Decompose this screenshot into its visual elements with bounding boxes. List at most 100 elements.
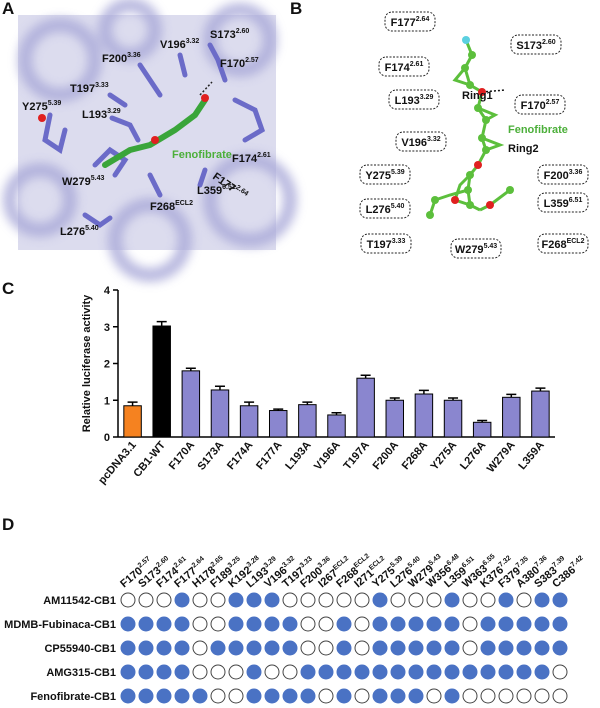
contact-dot <box>408 592 424 608</box>
contact-dot <box>336 616 352 632</box>
contact-dot <box>552 640 568 656</box>
contact-dot <box>174 688 190 704</box>
panel-b-labels: F1772.64 S1732.60 F1742.61 L1933.29 F1702.57… <box>359 11 589 259</box>
error-bar <box>185 367 196 371</box>
x-tick-label: F174A <box>225 439 255 472</box>
x-tick-label: L193A <box>283 439 313 472</box>
residue-label: T1973.33 <box>367 238 406 251</box>
contact-dot <box>228 664 244 680</box>
contact-dot <box>192 592 208 608</box>
contact-dot <box>426 592 442 608</box>
bar <box>239 405 259 438</box>
contact-dot <box>390 592 406 608</box>
x-tick-label: S173A <box>195 439 226 473</box>
residue-position: 7.42 <box>570 555 585 569</box>
residue-name: L276 <box>60 226 85 238</box>
contact-dot <box>354 664 370 680</box>
contact-dot <box>498 592 514 608</box>
residue-box <box>359 198 411 219</box>
contact-dot <box>372 688 388 704</box>
contact-dot <box>174 616 190 632</box>
residue-position: 5.40 <box>391 203 405 210</box>
y-tick-label: 1 <box>104 395 110 407</box>
residue-position: 5.39 <box>391 169 405 176</box>
contact-dot <box>156 592 172 608</box>
residue-label: F1742.61 <box>232 152 271 165</box>
contact-dot <box>426 688 442 704</box>
residue-position: 6.48 <box>446 553 461 567</box>
contact-dot <box>282 664 298 680</box>
contact-dot <box>480 616 496 632</box>
contact-dot <box>192 616 208 632</box>
residue-position: 2.64 <box>191 555 206 569</box>
residue-position: 3.29 <box>263 555 278 569</box>
contact-dot <box>498 640 514 656</box>
error-bar <box>302 401 313 405</box>
ring-label: Ring1 <box>462 90 493 102</box>
contact-dot <box>300 616 316 632</box>
residue-position: 3.29 <box>107 108 121 115</box>
contact-dot <box>300 640 316 656</box>
residue-position: 3.32 <box>281 555 296 569</box>
contact-dot <box>498 688 514 704</box>
contact-dot <box>462 616 478 632</box>
row-label: Fenofibrate-CB1 <box>30 691 116 703</box>
contact-dot <box>480 640 496 656</box>
ligand-atoms <box>426 36 514 219</box>
x-tick-label: L359A <box>516 439 546 472</box>
error-bar <box>506 393 517 398</box>
contact-dot <box>462 664 478 680</box>
residue-position: 7.32 <box>498 555 513 569</box>
residue-position: 2.57 <box>137 555 152 569</box>
residue-position: 6.55 <box>482 553 497 567</box>
residue-name: F200 <box>544 170 569 182</box>
residue-label: F1742.61 <box>385 61 424 74</box>
bar <box>152 325 171 438</box>
contact-dot <box>174 592 190 608</box>
residue-label: W2795.43 <box>455 243 497 256</box>
contact-dot <box>426 640 442 656</box>
contact-dot <box>210 640 226 656</box>
residue-position: 2.57 <box>546 99 560 106</box>
contact-dot <box>480 592 496 608</box>
residue-box <box>395 131 447 152</box>
contact-dot <box>210 592 226 608</box>
contact-dot <box>336 664 352 680</box>
contact-dot <box>354 640 370 656</box>
contact-dot <box>264 592 280 608</box>
residue-position: 3.36 <box>317 555 332 569</box>
residue-position: 3.33 <box>299 555 314 569</box>
x-tick-label: V196A <box>312 439 343 473</box>
contact-dot <box>426 616 442 632</box>
contact-dot <box>552 592 568 608</box>
bar <box>385 399 405 438</box>
residue-position: 2.61 <box>257 152 271 159</box>
row-label: CP55940-CB1 <box>44 643 116 655</box>
residue-label: L3596.51 <box>197 184 236 197</box>
residue-name: L276 <box>366 204 391 216</box>
contact-dot <box>534 592 550 608</box>
contact-dot <box>534 616 550 632</box>
residue-box <box>450 238 502 259</box>
contact-dot <box>552 688 568 704</box>
residue-position: 3.33 <box>392 238 406 245</box>
residue-name: F200 <box>102 53 127 65</box>
contact-dot <box>300 688 316 704</box>
error-bar <box>535 387 546 392</box>
contact-dot <box>210 664 226 680</box>
residue-label: L3596.51 <box>544 197 583 210</box>
error-bar <box>156 320 167 327</box>
contact-dot <box>228 688 244 704</box>
residue-label: F268ECL2 <box>542 238 585 251</box>
residue-name: F268 <box>150 201 175 213</box>
x-tick-label: W279A <box>485 439 518 475</box>
contact-dot <box>192 688 208 704</box>
residue-name: S173 <box>516 40 542 52</box>
y-tick-label: 3 <box>104 322 110 334</box>
ligand-label: Fenofibrate <box>508 124 568 136</box>
contact-dot <box>138 616 154 632</box>
bar <box>472 421 492 438</box>
x-tick-label: F268A <box>400 439 430 472</box>
residue-name: W279 <box>455 244 484 256</box>
